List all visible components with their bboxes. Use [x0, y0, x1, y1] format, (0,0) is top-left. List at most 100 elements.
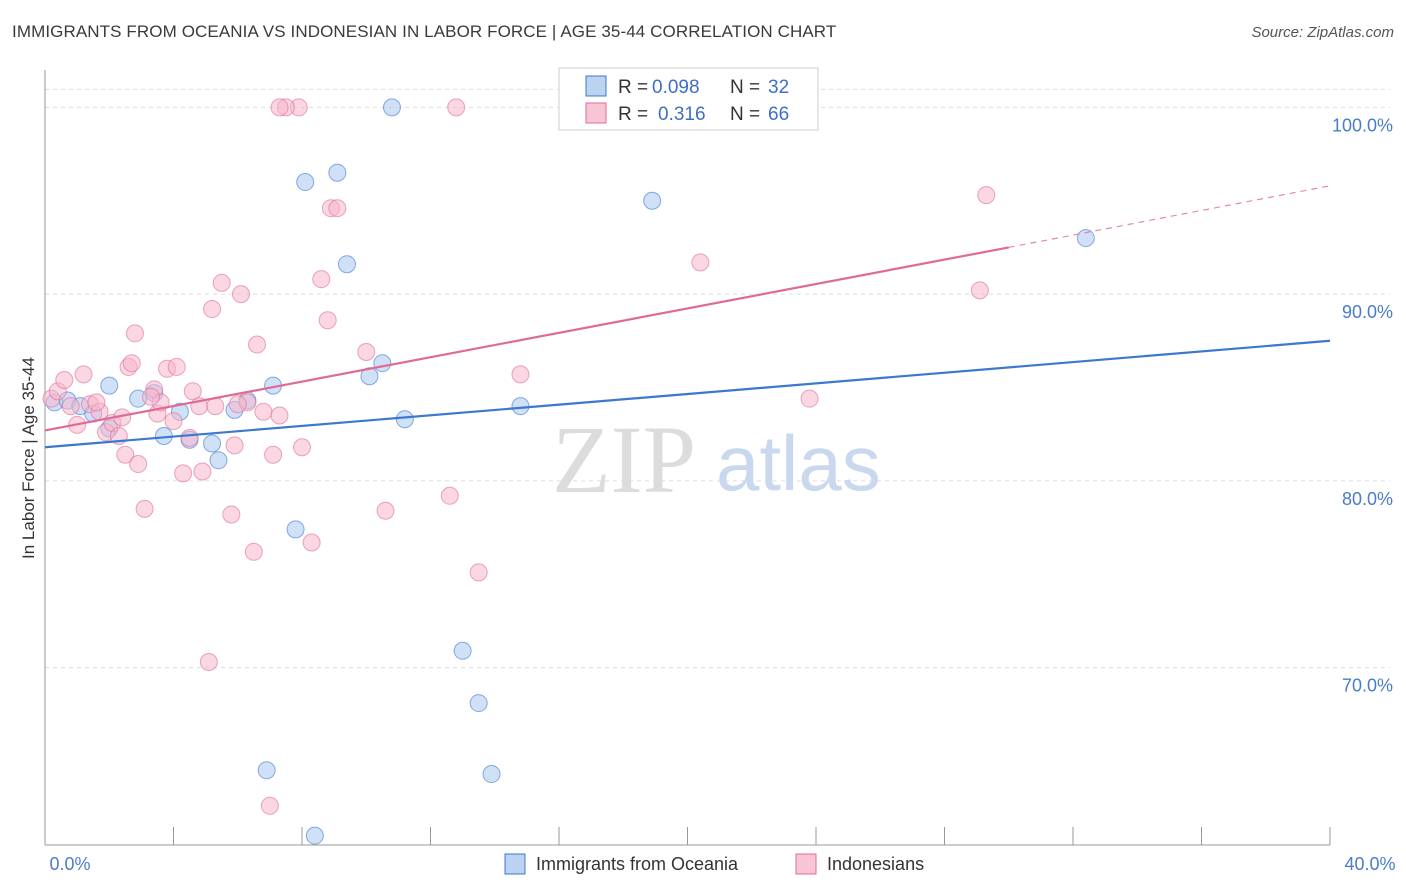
indonesian-point: [167, 357, 186, 376]
indonesian-point: [312, 270, 331, 289]
indonesian-point: [225, 436, 244, 455]
indonesian-point: [800, 389, 819, 408]
indonesian-point: [270, 98, 289, 117]
indonesian-point: [254, 402, 273, 421]
indonesian-point: [212, 273, 231, 292]
y-tick-label: 90.0%: [1342, 302, 1393, 322]
indonesian-point: [87, 393, 106, 412]
indonesian-point: [55, 371, 74, 389]
bottom-legend-label-blue: Immigrants from Oceania: [536, 854, 739, 874]
legend-r-value-pink: 0.316: [658, 104, 706, 125]
legend-n-label-pink: N =: [730, 104, 760, 125]
indonesian-point: [440, 486, 459, 505]
indonesian-point: [248, 335, 267, 354]
indonesian-point: [357, 342, 376, 361]
x-tick-label: 0.0%: [49, 854, 90, 874]
chart-source: Source: ZipAtlas.com: [1251, 24, 1394, 41]
watermark-zip: ZIP: [552, 406, 696, 513]
legend-swatch-blue: [585, 75, 607, 97]
bottom-legend-label-pink: Indonesians: [827, 854, 924, 874]
indonesian-point: [125, 324, 144, 343]
indonesian-point: [203, 300, 222, 319]
indonesian-point: [228, 395, 247, 414]
indonesian-point: [199, 652, 218, 671]
oceania-point: [100, 376, 119, 395]
oceania-point: [373, 354, 392, 373]
indonesian-point: [116, 445, 135, 464]
oceania-point: [337, 255, 356, 274]
y-tick-label: 70.0%: [1342, 676, 1393, 696]
indonesian-point: [970, 281, 989, 300]
indonesian-point: [174, 464, 193, 483]
indonesian-point: [142, 387, 161, 406]
indonesian-point: [328, 199, 347, 218]
indonesian-point: [977, 186, 996, 205]
trend-lines: [44, 185, 1331, 449]
oceania-point: [328, 163, 347, 182]
indonesian-point: [691, 253, 710, 272]
y-axis-label: In Labor Force | Age 35-44: [19, 357, 38, 559]
oceania-point: [257, 761, 276, 780]
legend-r-label-blue: R =: [618, 77, 648, 98]
oceania-point: [382, 98, 401, 117]
oceania-trend-line: [44, 339, 1331, 449]
indonesian-point: [511, 365, 530, 384]
indonesian-point: [135, 499, 154, 518]
indonesian-point: [183, 382, 202, 401]
bottom-legend-swatch-pink: [795, 853, 817, 875]
indonesian-point: [193, 462, 212, 481]
y-tick-label: 100.0%: [1332, 115, 1393, 135]
legend-n-value-pink: 66: [768, 104, 789, 125]
bottom-legend-swatch-blue: [504, 853, 526, 875]
indonesian-point: [376, 501, 395, 520]
indonesian-point: [318, 311, 337, 330]
legend-r-value-blue: 0.098: [652, 77, 700, 98]
indonesian-point: [129, 455, 148, 474]
data-points: [42, 98, 1095, 845]
oceania-point: [482, 765, 501, 784]
x-tick-label: 40.0%: [1344, 854, 1395, 874]
indonesian-point: [222, 505, 241, 524]
legend-n-label-blue: N =: [730, 77, 760, 98]
legend-r-label-pink: R =: [618, 104, 648, 125]
indonesian-point: [61, 397, 80, 416]
oceania-point: [469, 694, 488, 713]
indonesian-trend-extension: [1008, 185, 1331, 248]
indonesian-point: [264, 445, 283, 464]
watermark: ZIP atlas: [552, 406, 881, 513]
oceania-point: [203, 434, 222, 453]
x-tick-labels: 0.0% 40.0%: [44, 827, 1396, 874]
indonesian-point: [293, 438, 311, 457]
legend-n-value-blue: 32: [768, 77, 789, 98]
indonesian-point: [447, 98, 466, 117]
oceania-point: [296, 173, 315, 192]
oceania-point: [453, 641, 472, 660]
y-tick-labels: 70.0% 80.0% 90.0% 100.0%: [1332, 115, 1393, 695]
oceania-point: [305, 826, 324, 845]
indonesian-point: [164, 412, 183, 431]
oceania-point: [209, 451, 228, 470]
oceania-point: [643, 191, 662, 210]
oceania-point: [511, 397, 530, 416]
indonesian-point: [270, 406, 289, 425]
indonesian-point: [260, 796, 279, 815]
bottom-legend: Immigrants from Oceania Indonesians: [504, 853, 924, 875]
indonesian-point: [180, 428, 199, 447]
oceania-point: [286, 520, 305, 539]
indonesian-point: [302, 533, 321, 552]
legend-swatch-pink: [585, 102, 607, 124]
indonesian-trend-line: [44, 246, 1009, 432]
watermark-atlas: atlas: [716, 419, 881, 507]
indonesian-point: [122, 354, 141, 373]
indonesian-point: [231, 285, 250, 304]
oceania-point: [395, 410, 414, 429]
indonesian-point: [74, 365, 93, 384]
oceania-point: [1076, 229, 1095, 248]
grid-lines: [45, 88, 1390, 669]
legend-box: R = 0.098 N = 32 R = 0.316 N = 66: [558, 67, 819, 131]
y-tick-label: 80.0%: [1342, 489, 1393, 509]
indonesian-point: [244, 542, 263, 561]
indonesian-point: [469, 563, 488, 582]
chart-title: IMMIGRANTS FROM OCEANIA VS INDONESIAN IN…: [12, 22, 837, 41]
